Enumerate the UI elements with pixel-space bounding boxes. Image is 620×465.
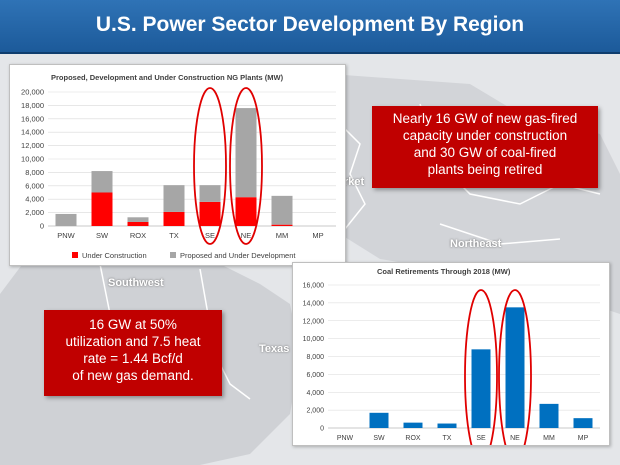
x-tick-label: MP [578, 435, 589, 442]
x-tick-label: NE [510, 435, 520, 442]
x-tick-label: MM [543, 435, 555, 442]
x-tick-label: TX [443, 435, 452, 442]
bar-coal-se [471, 349, 491, 428]
callout-line: Nearly 16 GW of new gas-fired [392, 111, 578, 126]
bar-coal-ne [505, 307, 525, 428]
y-tick-label: 14,000 [303, 300, 325, 307]
header-bar: U.S. Power Sector Development By Region [0, 0, 620, 54]
x-tick-label: PNW [337, 435, 354, 442]
bar-proposed-se [199, 185, 221, 202]
map-label-northeast: Northeast [450, 238, 502, 250]
callout-line: capacity under construction [402, 128, 568, 143]
bar-proposed-pnw [55, 213, 77, 226]
y-tick-label: 6,000 [25, 181, 44, 190]
bar-coal-mp [573, 418, 593, 428]
x-tick-label: PNW [57, 231, 75, 240]
y-tick-label: 6,000 [306, 372, 324, 379]
gas-demand-callout: 16 GW at 50% utilization and 7.5 heat ra… [44, 310, 222, 396]
y-tick-label: 0 [320, 426, 324, 433]
coal-chart-title: Coal Retirements Through 2018 (MW) [377, 267, 511, 276]
callout-line: of new gas demand. [72, 368, 194, 383]
highlight-ellipse-ne [229, 87, 263, 245]
ng-plants-chart: Proposed, Development and Under Construc… [9, 64, 346, 266]
x-tick-label: SE [476, 435, 486, 442]
bar-proposed-sw [91, 171, 113, 193]
legend-label-proposed: Proposed and Under Development [180, 251, 296, 260]
y-tick-label: 18,000 [21, 101, 44, 110]
x-tick-label: MP [312, 231, 323, 240]
coal-retirements-chart: Coal Retirements Through 2018 (MW) 0 2,00… [292, 262, 610, 463]
bar-proposed-mm [271, 195, 293, 225]
ng-plants-chart-svg: Proposed, Development and Under Construc… [21, 73, 336, 260]
map-label-southwest: Southwest [108, 277, 164, 289]
bar-proposed-rox [127, 217, 149, 222]
legend-swatch-proposed [170, 252, 176, 258]
y-tick-label: 16,000 [303, 283, 325, 290]
bar-under-construction-rox [127, 221, 149, 226]
map-label-texas: Texas [259, 343, 290, 355]
bar-coal-sw [369, 412, 389, 428]
callout-line: 16 GW at 50% [89, 317, 177, 332]
bar-coal-rox [403, 422, 423, 428]
x-tick-label: MM [276, 231, 289, 240]
legend-swatch-under-construction [72, 252, 78, 258]
callout-line: and 30 GW of coal-fired [413, 145, 557, 160]
bar-coal-tx [437, 423, 457, 428]
callout-line: rate = 1.44 Bcf/d [83, 351, 183, 366]
y-tick-label: 16,000 [21, 114, 44, 123]
y-tick-label: 8,000 [306, 354, 324, 361]
x-tick-label: SW [96, 231, 109, 240]
x-tick-label: ROX [405, 435, 421, 442]
ng-legend: Under Construction Proposed and Under De… [72, 251, 296, 260]
bar-under-construction-tx [163, 211, 185, 226]
bar-under-construction-sw [91, 192, 113, 226]
bar-under-construction-ne [235, 197, 257, 226]
y-tick-label: 4,000 [25, 195, 44, 204]
y-tick-label: 12,000 [21, 141, 44, 150]
bar-coal-mm [539, 403, 559, 428]
x-tick-label: NE [241, 231, 251, 240]
x-tick-label: ROX [130, 231, 146, 240]
gas-capacity-callout: Nearly 16 GW of new gas-fired capacity u… [372, 106, 598, 188]
callout-line: utilization and 7.5 heat [65, 334, 201, 349]
bar-under-construction-se [199, 201, 221, 226]
y-tick-label: 10,000 [21, 155, 44, 164]
legend-label-under-construction: Under Construction [82, 251, 147, 260]
y-tick-label: 14,000 [21, 128, 44, 137]
map-label-market: rket [344, 176, 365, 188]
y-tick-label: 8,000 [25, 168, 44, 177]
x-tick-label: SW [373, 435, 385, 442]
y-tick-label: 0 [40, 222, 44, 231]
ng-chart-title: Proposed, Development and Under Construc… [51, 73, 284, 82]
bar-proposed-tx [163, 185, 185, 212]
y-tick-label: 2,000 [25, 208, 44, 217]
coal-retirements-chart-svg: Coal Retirements Through 2018 (MW) 0 2,00… [303, 267, 600, 463]
y-tick-label: 10,000 [303, 336, 325, 343]
callout-line: plants being retired [427, 162, 543, 177]
y-tick-label: 12,000 [303, 318, 325, 325]
y-tick-label: 4,000 [306, 390, 324, 397]
bar-under-construction-mm [271, 224, 293, 226]
y-tick-label: 20,000 [21, 88, 44, 97]
y-tick-label: 2,000 [306, 408, 324, 415]
page-title: U.S. Power Sector Development By Region [95, 13, 525, 36]
bar-proposed-ne [235, 108, 257, 198]
highlight-ellipse-se [193, 87, 227, 245]
x-tick-label: TX [169, 231, 179, 240]
x-tick-label: SE [205, 231, 215, 240]
